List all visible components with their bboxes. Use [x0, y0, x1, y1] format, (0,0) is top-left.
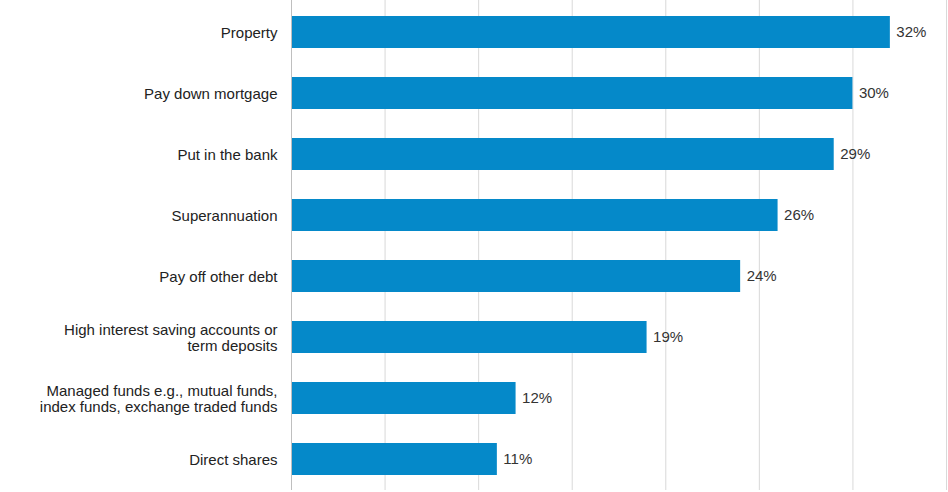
svg-text:32%: 32% — [896, 23, 926, 40]
svg-text:12%: 12% — [522, 389, 552, 406]
svg-text:Direct shares: Direct shares — [189, 451, 277, 468]
svg-text:Put in the bank: Put in the bank — [177, 146, 278, 163]
svg-text:Superannuation: Superannuation — [172, 207, 278, 224]
svg-text:Managed funds e.g., mutual fun: Managed funds e.g., mutual funds,index f… — [40, 382, 278, 416]
svg-text:26%: 26% — [784, 206, 814, 223]
svg-text:Pay down mortgage: Pay down mortgage — [144, 85, 277, 102]
svg-text:Pay off other debt: Pay off other debt — [159, 268, 278, 285]
svg-text:29%: 29% — [840, 145, 870, 162]
svg-text:24%: 24% — [747, 267, 777, 284]
svg-text:High interest saving accounts: High interest saving accounts orterm dep… — [64, 321, 277, 355]
svg-text:30%: 30% — [859, 84, 889, 101]
svg-text:19%: 19% — [653, 328, 683, 345]
svg-text:11%: 11% — [503, 450, 532, 467]
svg-text:Property: Property — [221, 24, 278, 41]
